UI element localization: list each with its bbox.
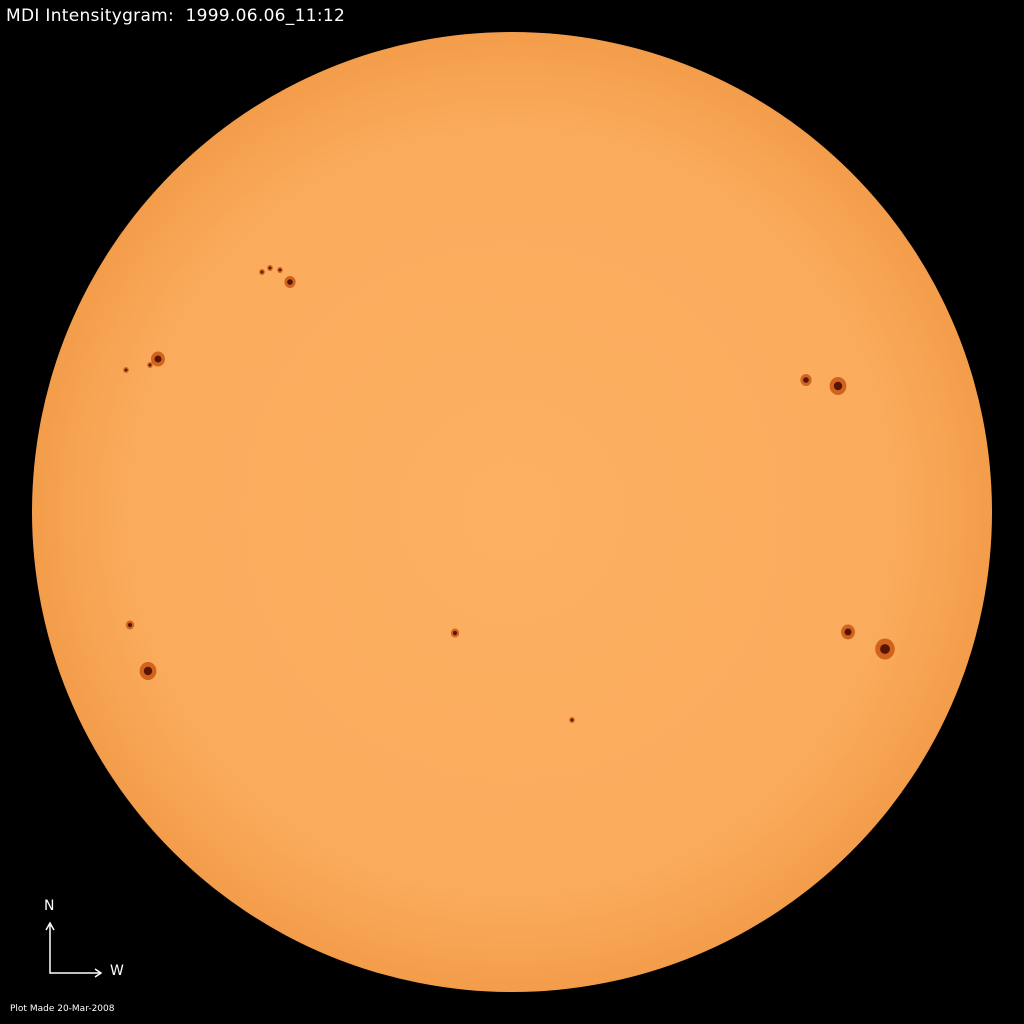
compass-arrows bbox=[45, 921, 103, 978]
sunspot-umbra bbox=[833, 381, 843, 391]
sunspot-umbra bbox=[287, 279, 293, 285]
sunspot-umbra bbox=[278, 268, 282, 272]
solar-disk bbox=[32, 32, 992, 992]
sunspot-umbra bbox=[124, 368, 128, 372]
sunspot-umbra bbox=[803, 377, 809, 383]
compass-axes bbox=[49, 925, 100, 974]
sunspot-umbra bbox=[143, 666, 153, 676]
sunspots bbox=[123, 265, 895, 723]
sunspot-umbra bbox=[452, 630, 458, 636]
image-title: MDI Intensitygram: 1999.06.06_11:12 bbox=[6, 6, 346, 26]
north-arrowhead bbox=[45, 921, 55, 931]
sunspot-umbra bbox=[154, 355, 162, 363]
sunspot-umbra bbox=[880, 644, 890, 654]
sunspot-umbra bbox=[148, 363, 152, 367]
compass-north-label: N bbox=[44, 898, 55, 914]
west-arrowhead bbox=[94, 968, 103, 978]
sunspot-umbra bbox=[570, 718, 574, 722]
compass-west-label: W bbox=[110, 963, 124, 979]
sunspot-umbra bbox=[844, 628, 852, 636]
sunspot-umbra bbox=[268, 266, 272, 270]
sunspot-umbra bbox=[260, 270, 264, 274]
sunspot-umbra bbox=[127, 622, 133, 628]
plot-made-footer: Plot Made 20-Mar-2008 bbox=[10, 1004, 115, 1014]
